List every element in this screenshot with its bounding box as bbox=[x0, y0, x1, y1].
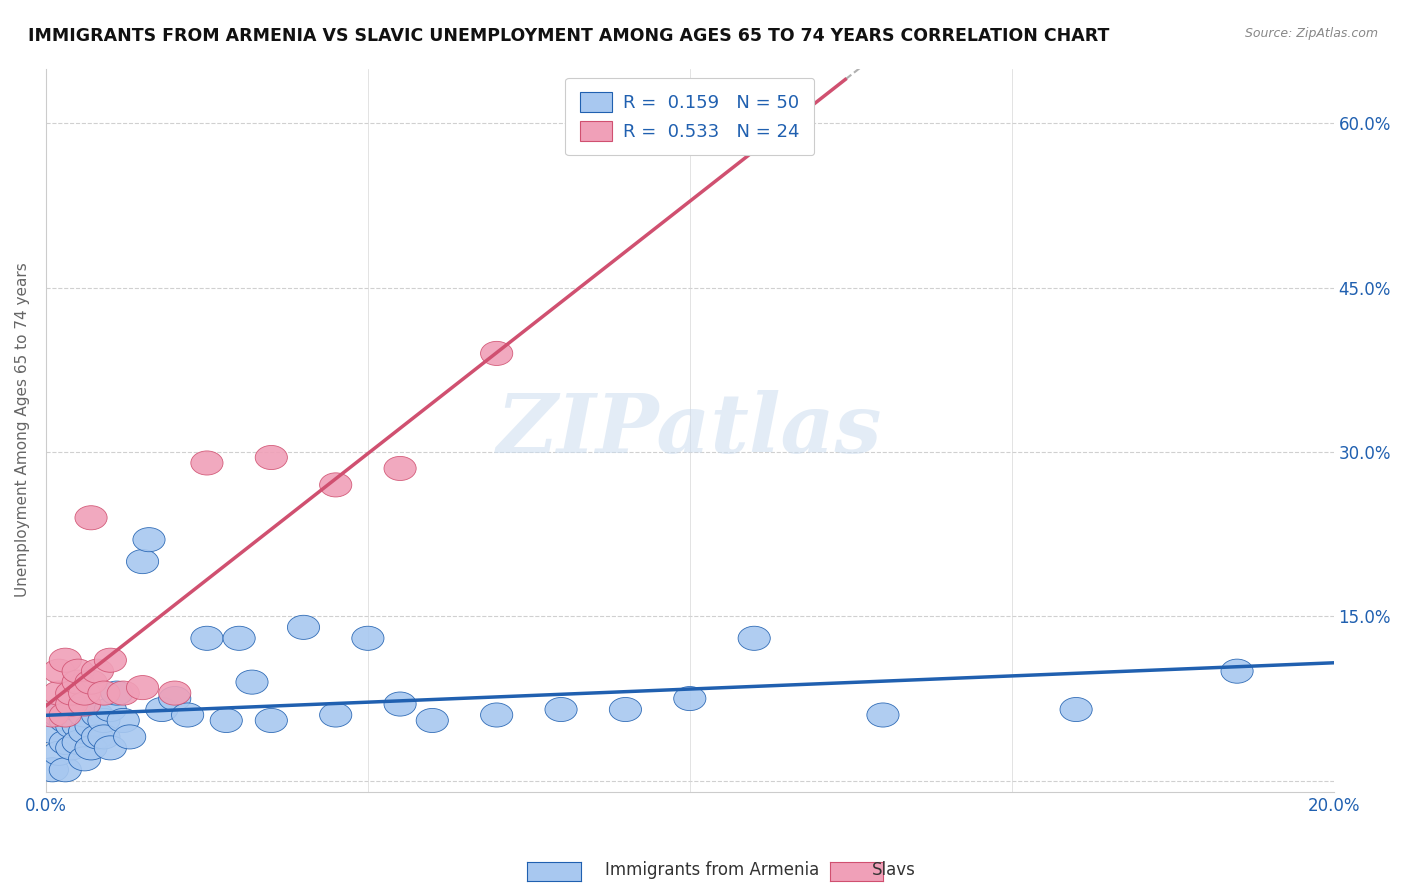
Text: Immigrants from Armenia: Immigrants from Armenia bbox=[605, 861, 818, 879]
Text: Source: ZipAtlas.com: Source: ZipAtlas.com bbox=[1244, 27, 1378, 40]
Legend: R =  0.159   N = 50, R =  0.533   N = 24: R = 0.159 N = 50, R = 0.533 N = 24 bbox=[565, 78, 814, 155]
Y-axis label: Unemployment Among Ages 65 to 74 years: Unemployment Among Ages 65 to 74 years bbox=[15, 263, 30, 598]
Text: IMMIGRANTS FROM ARMENIA VS SLAVIC UNEMPLOYMENT AMONG AGES 65 TO 74 YEARS CORRELA: IMMIGRANTS FROM ARMENIA VS SLAVIC UNEMPL… bbox=[28, 27, 1109, 45]
Text: Slavs: Slavs bbox=[872, 861, 915, 879]
Text: ZIPatlas: ZIPatlas bbox=[498, 390, 883, 470]
